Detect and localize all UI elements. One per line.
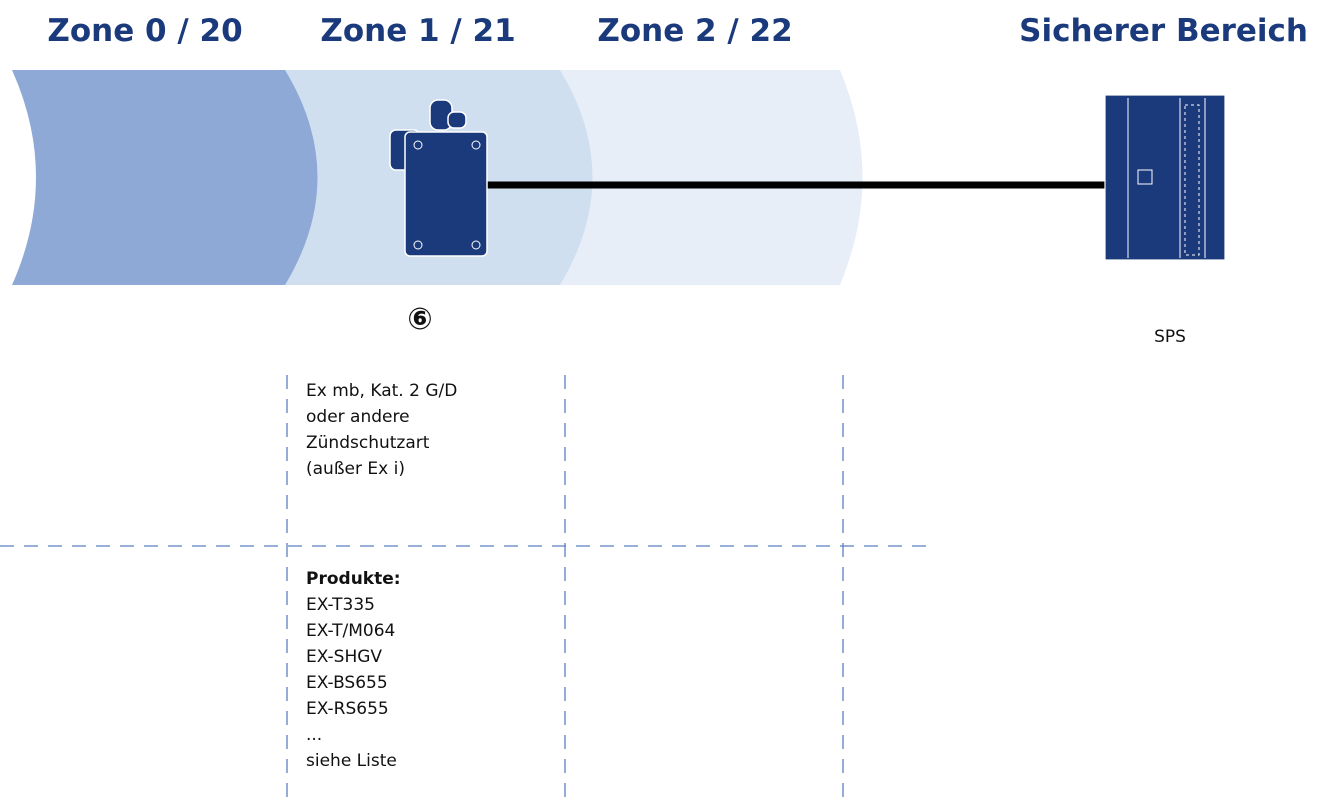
description-line: Zündschutzart — [306, 433, 430, 453]
device-marker: ⑥ — [407, 302, 432, 337]
product-item: EX-T335 — [306, 595, 375, 615]
product-item: EX-BS655 — [306, 673, 388, 693]
zone-title: Sicherer Bereich — [1019, 13, 1308, 49]
product-item: ... — [306, 725, 322, 745]
zone-title: Zone 2 / 22 — [597, 13, 792, 49]
product-item: EX-T/M064 — [306, 621, 395, 641]
zone-title: Zone 1 / 21 — [320, 13, 515, 49]
description-line: oder andere — [306, 407, 410, 427]
plc — [1105, 95, 1225, 260]
controller-label: SPS — [1154, 327, 1186, 347]
product-item: EX-RS655 — [306, 699, 389, 719]
description-line: (außer Ex i) — [306, 459, 405, 479]
description-line: Ex mb, Kat. 2 G/D — [306, 381, 457, 401]
product-item: EX-SHGV — [306, 647, 382, 667]
product-item: siehe Liste — [306, 751, 397, 771]
zone-title: Zone 0 / 20 — [47, 13, 242, 49]
diagram: Zone 0 / 20 Zone 1 / 21 Zone 2 / 22 Sich… — [0, 0, 1318, 798]
products-heading: Produkte: — [306, 569, 401, 589]
zone-0-band — [0, 70, 318, 285]
